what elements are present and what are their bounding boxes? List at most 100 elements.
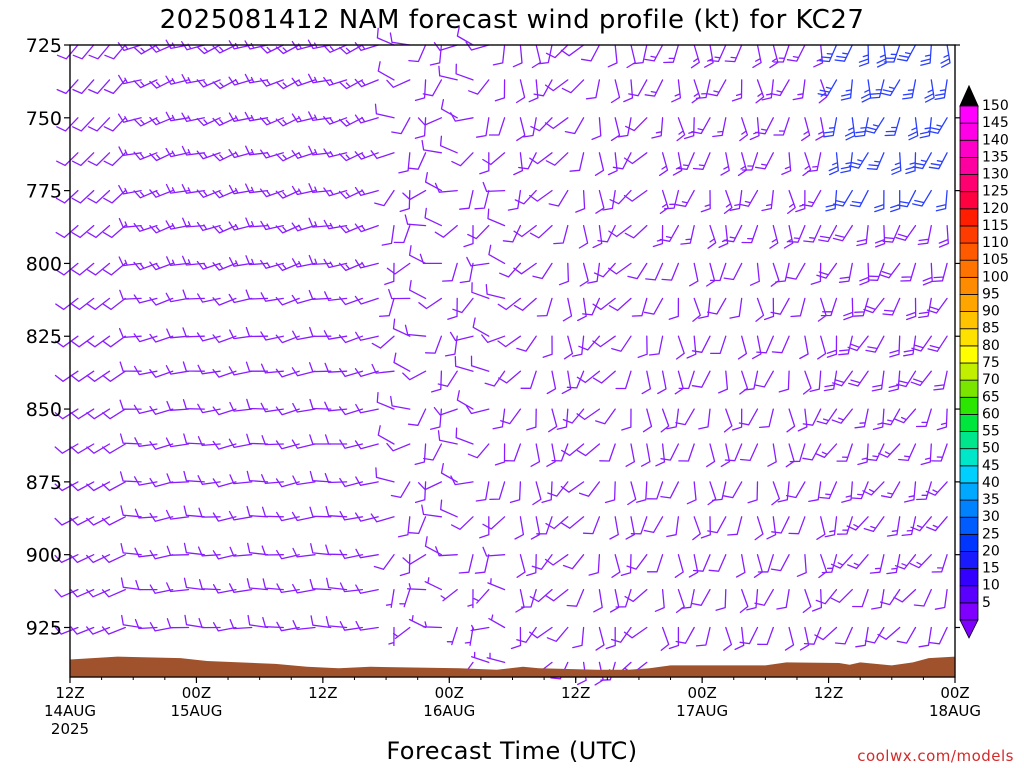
- wind-barb: [599, 443, 616, 462]
- wind-barb: [532, 262, 553, 280]
- wind-barb: [354, 512, 379, 522]
- wind-barb: [459, 189, 474, 210]
- wind-barb: [853, 297, 869, 317]
- wind-barb: [674, 370, 684, 395]
- wind-barb: [482, 516, 506, 530]
- wind-barb: [562, 554, 585, 570]
- wind-barb: [754, 370, 774, 388]
- colorbar-label: 50: [982, 441, 1000, 457]
- wind-barb: [848, 370, 869, 387]
- y-tick-label: 925: [26, 617, 62, 639]
- colorbar-label: 100: [982, 269, 1009, 285]
- wind-barb: [706, 443, 716, 468]
- wind-barb: [661, 262, 680, 281]
- wind-barb: [660, 626, 670, 651]
- wind-barb: [228, 438, 253, 449]
- wind-barb: [817, 297, 827, 322]
- wind-barb: [934, 588, 948, 610]
- wind-barb: [796, 554, 807, 577]
- wind-barb: [566, 588, 585, 607]
- wind-barb: [867, 262, 885, 281]
- wind-barb: [866, 152, 885, 170]
- wind-barb: [475, 117, 490, 138]
- wind-barb: [149, 622, 174, 632]
- wind-barb: [87, 152, 111, 167]
- wind-barb: [799, 335, 809, 360]
- wind-barb: [339, 44, 364, 55]
- wind-barb: [709, 262, 727, 282]
- wind-barb: [841, 481, 853, 503]
- wind-barb: [847, 554, 869, 570]
- wind-barb: [896, 370, 917, 388]
- wind-barb: [515, 588, 525, 613]
- wind-barb: [516, 554, 526, 578]
- wind-barb: [247, 614, 269, 629]
- wind-barb: [832, 224, 853, 242]
- wind-barb: [770, 79, 790, 97]
- wind-barb: [338, 296, 364, 306]
- wind-barb: [731, 408, 743, 431]
- wind-barb: [181, 112, 205, 123]
- wind-barb: [905, 152, 917, 175]
- wind-barb: [611, 554, 621, 578]
- wind-barb: [840, 152, 853, 174]
- wind-barb: [133, 117, 158, 127]
- wind-barb: [434, 182, 458, 193]
- wind-barb: [588, 554, 601, 576]
- wind-barb: [754, 516, 764, 541]
- wind-barb: [354, 259, 379, 269]
- wind-barb: [86, 626, 111, 635]
- wind-barb: [118, 146, 142, 157]
- wind-barb: [56, 152, 79, 167]
- wind-barb: [212, 152, 237, 162]
- wind-barb: [578, 224, 589, 249]
- wind-barb: [617, 117, 632, 138]
- wind-barb: [770, 554, 790, 572]
- wind-barb: [641, 370, 652, 395]
- wind-barb: [433, 406, 458, 416]
- wind-barb: [595, 626, 605, 651]
- wind-barb: [510, 626, 522, 650]
- x-tick-label: 12Z: [55, 684, 84, 702]
- wind-barb: [275, 152, 300, 162]
- wind-barb: [133, 222, 158, 232]
- wind-barb: [408, 516, 427, 535]
- wind-barb: [354, 78, 379, 88]
- wind-barb: [197, 436, 221, 447]
- wind-barb: [134, 437, 158, 447]
- wind-barb: [876, 44, 887, 68]
- wind-barb: [644, 44, 664, 62]
- wind-barb: [292, 583, 316, 594]
- wind-barb: [533, 79, 553, 97]
- wind-barb: [165, 292, 190, 303]
- wind-barb: [739, 588, 749, 614]
- wind-barb: [660, 443, 680, 461]
- colorbar-swatch: [959, 259, 979, 278]
- colorbar-swatch: [959, 413, 979, 432]
- colorbar-bottom-arrow: [959, 619, 979, 639]
- wind-barb: [623, 189, 648, 202]
- wind-barb: [792, 79, 806, 101]
- wind-barb: [894, 554, 917, 570]
- wind-barb: [605, 626, 616, 650]
- wind-barb: [610, 117, 621, 142]
- wind-barb: [529, 626, 553, 639]
- wind-barb: [408, 280, 427, 300]
- wind-barb: [439, 135, 458, 154]
- wind-barb: [674, 554, 684, 578]
- wind-barb: [435, 546, 458, 557]
- wind-barb: [648, 335, 664, 356]
- wind-barb: [292, 402, 316, 413]
- wind-barb: [562, 297, 573, 322]
- wind-barb: [627, 481, 637, 506]
- wind-barb: [896, 626, 917, 644]
- wind-barb: [610, 626, 632, 643]
- wind-barb: [354, 42, 379, 52]
- colorbar-label: 45: [982, 458, 1000, 474]
- wind-barb: [898, 443, 917, 462]
- wind-barb: [879, 262, 901, 279]
- wind-barb: [86, 588, 111, 598]
- x-tick-label: 15AUG: [170, 702, 222, 720]
- wind-barb: [424, 207, 443, 227]
- wind-barb: [308, 183, 332, 194]
